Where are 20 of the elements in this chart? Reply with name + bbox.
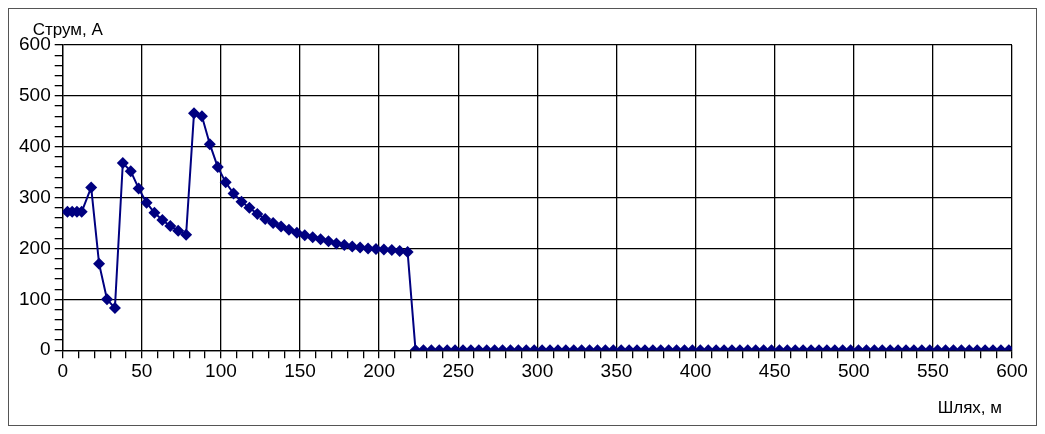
x-tick-label: 300 bbox=[521, 359, 554, 381]
x-tick-label: 600 bbox=[996, 359, 1028, 381]
x-tick-label: 350 bbox=[600, 359, 633, 381]
x-tick-label: 0 bbox=[57, 359, 68, 381]
y-tick-label: 0 bbox=[40, 338, 51, 360]
x-tick-label: 100 bbox=[205, 359, 237, 381]
x-tick-label: 400 bbox=[679, 359, 712, 381]
x-tick-label: 500 bbox=[837, 359, 870, 381]
y-tick-label: 400 bbox=[19, 134, 51, 156]
y-tick-label: 500 bbox=[19, 84, 51, 106]
x-tick-label: 200 bbox=[363, 359, 395, 381]
y-tick-label: 100 bbox=[19, 287, 51, 309]
x-tick-label: 150 bbox=[284, 359, 316, 381]
y-tick-label: 300 bbox=[19, 185, 51, 207]
x-tick-label: 250 bbox=[442, 359, 475, 381]
x-tick-label: 550 bbox=[917, 359, 949, 381]
x-axis-title: Шлях, м bbox=[937, 398, 1002, 418]
y-tick-label: 200 bbox=[19, 236, 51, 258]
x-tick-label: 50 bbox=[131, 359, 153, 381]
x-tick-label: 450 bbox=[758, 359, 791, 381]
